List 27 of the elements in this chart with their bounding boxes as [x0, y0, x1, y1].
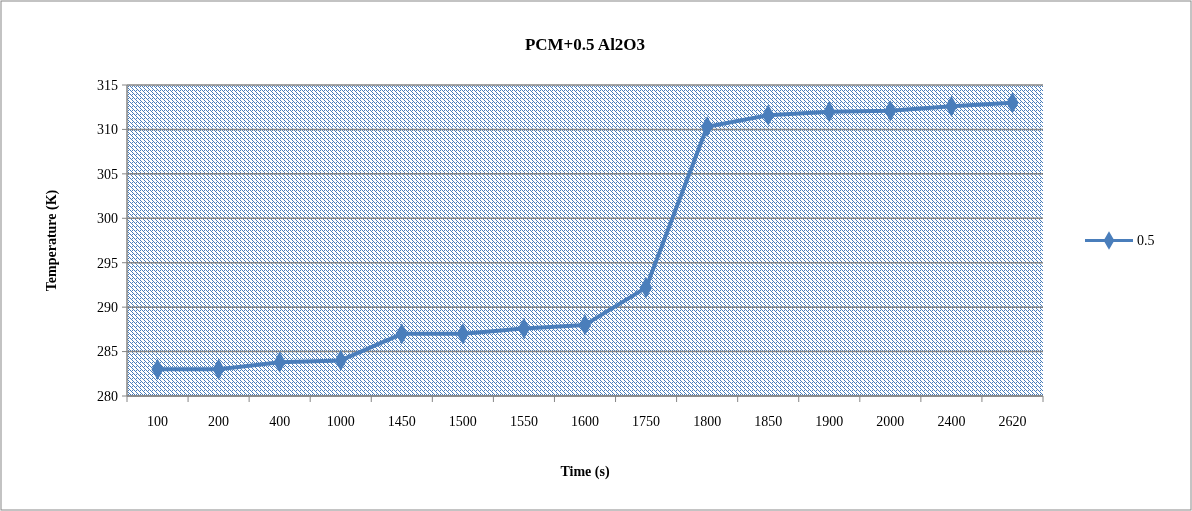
x-tick-label: 1450: [387, 414, 416, 429]
x-tick-label: 2620: [998, 414, 1027, 429]
legend-label: 0.5: [1137, 233, 1155, 249]
y-tick-label: 285: [97, 344, 118, 360]
x-tick-label: 1750: [632, 414, 661, 429]
y-tick-label: 315: [97, 77, 118, 93]
y-tick-label: 290: [97, 300, 118, 316]
x-tick-label: 2000: [876, 414, 905, 429]
y-tick-label: 305: [97, 166, 118, 182]
x-tick-label: 1000: [326, 414, 355, 429]
x-tick-label: 1850: [754, 414, 783, 429]
x-tick-label: 100: [147, 414, 169, 429]
x-tick-label: 1600: [571, 414, 599, 429]
x-tick-label: 2400: [937, 414, 966, 429]
y-tick-label: 300: [97, 211, 118, 227]
y-axis-title: Temperature (K): [44, 189, 60, 292]
x-tick-label: 400: [269, 414, 291, 429]
x-tick-label: 1550: [509, 414, 538, 429]
chart-title: PCM+0.5 Al2O3: [524, 35, 646, 54]
y-tick-label: 280: [97, 388, 118, 404]
x-axis-title: Time (s): [560, 464, 610, 480]
y-tick-label: 295: [97, 255, 118, 271]
x-tick-label: 1800: [693, 414, 722, 429]
y-tick-label: 310: [97, 122, 118, 138]
x-tick-label: 1900: [815, 414, 844, 429]
x-tick-label: 200: [208, 414, 230, 429]
x-tick-label: 1500: [448, 414, 477, 429]
